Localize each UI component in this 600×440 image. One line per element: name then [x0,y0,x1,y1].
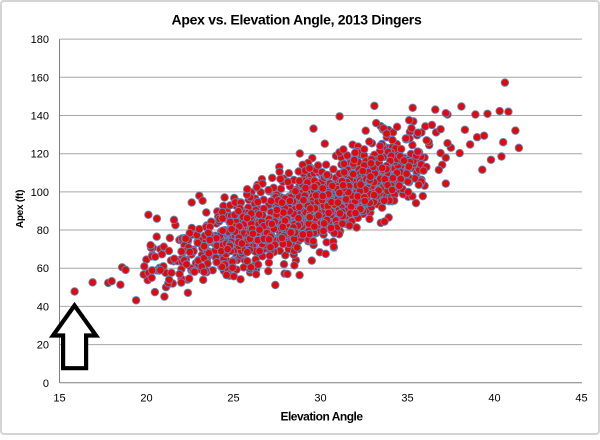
svg-text:0: 0 [43,378,49,390]
svg-text:20: 20 [140,393,152,405]
svg-text:Apex (ft): Apex (ft) [15,190,26,228]
svg-text:40: 40 [37,301,49,313]
svg-text:160: 160 [31,72,49,84]
svg-text:20: 20 [37,340,49,352]
svg-text:100: 100 [31,187,49,199]
svg-text:120: 120 [31,149,49,161]
svg-text:Apex vs. Elevation Angle, 2013: Apex vs. Elevation Angle, 2013 Dingers [172,12,422,28]
svg-text:25: 25 [227,393,239,405]
svg-text:80: 80 [37,225,49,237]
svg-text:Elevation Angle: Elevation Angle [280,409,363,423]
svg-text:140: 140 [31,111,49,123]
svg-text:35: 35 [401,393,413,405]
svg-text:60: 60 [37,263,49,275]
svg-text:180: 180 [31,34,49,46]
svg-text:30: 30 [314,393,326,405]
svg-text:45: 45 [575,393,587,405]
svg-text:40: 40 [488,393,500,405]
svg-text:15: 15 [53,393,65,405]
